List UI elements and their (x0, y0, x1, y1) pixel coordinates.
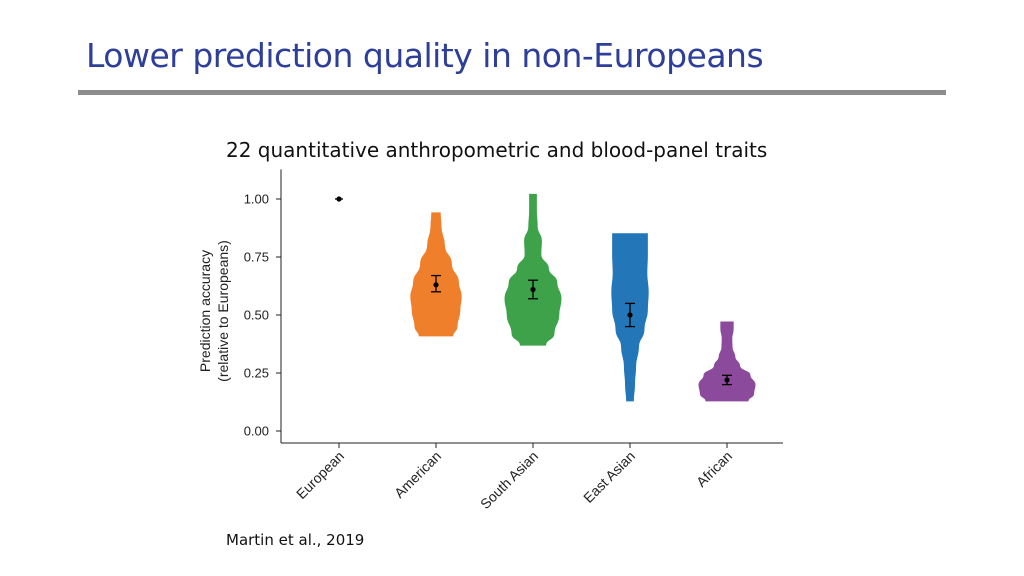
mean-point (627, 312, 633, 318)
x-tick-label: American (391, 448, 444, 501)
y-tick-label: 0.75 (244, 250, 269, 265)
mean-point (530, 286, 536, 293)
x-tick-label: East Asian (580, 448, 638, 506)
violin-african (698, 321, 756, 402)
y-tick-label: 0.00 (244, 424, 269, 439)
y-tick-label: 0.50 (244, 308, 269, 323)
x-tick-label: European (293, 448, 347, 502)
mean-point (433, 282, 439, 288)
y-tick-label: 1.00 (244, 192, 269, 207)
x-tick-label: South Asian (477, 448, 541, 512)
title-divider (78, 90, 946, 95)
mean-point (724, 377, 730, 383)
mean-point (336, 196, 342, 202)
chart-title: 22 quantitative anthropometric and blood… (226, 138, 768, 162)
slide-title: Lower prediction quality in non-European… (86, 36, 764, 75)
x-tick-label: African (693, 448, 735, 490)
y-tick-label: 0.25 (244, 366, 269, 381)
y-axis-label: Prediction accuracy (197, 250, 213, 372)
violin-south-asian (504, 193, 562, 346)
violin-american (410, 212, 462, 337)
citation: Martin et al., 2019 (226, 531, 365, 549)
y-axis-label-sub: (relative to Europeans) (215, 240, 231, 382)
